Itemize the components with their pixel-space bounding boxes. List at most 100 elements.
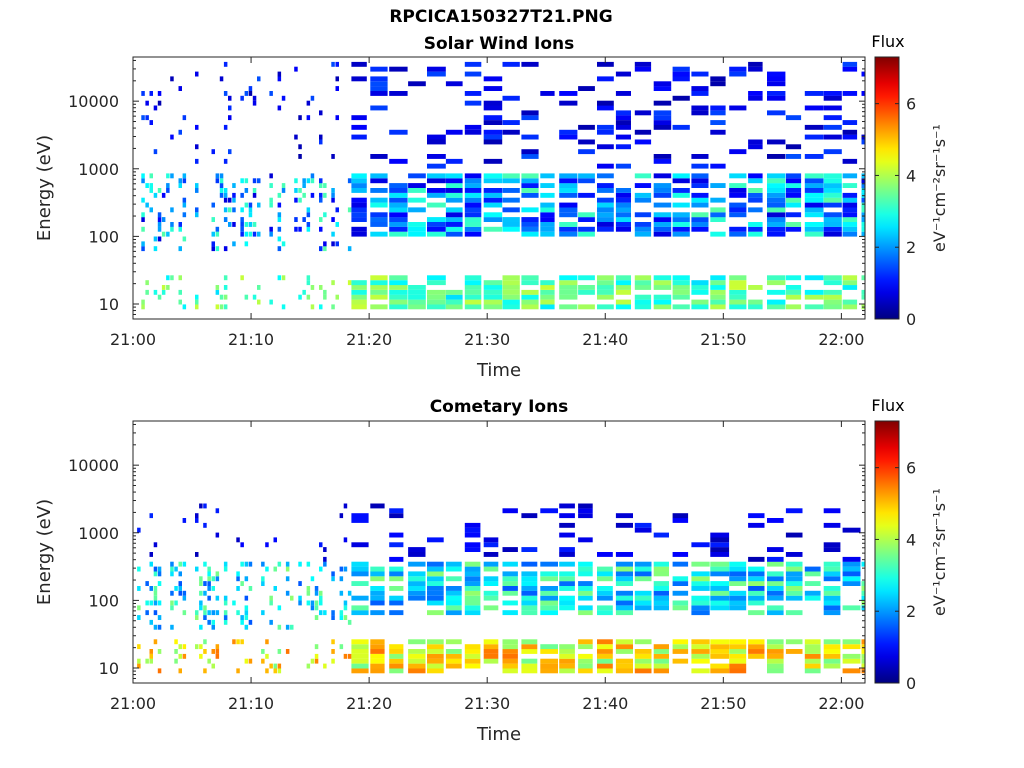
flux-cell (653, 110, 672, 116)
flux-cell (861, 581, 865, 586)
flux-cell (370, 202, 388, 208)
flux-cell (389, 513, 404, 519)
flux-cell (464, 188, 482, 193)
flux-cell (203, 522, 207, 528)
flux-cell (861, 139, 865, 145)
flux-cell (351, 542, 369, 548)
flux-cell (710, 294, 726, 300)
flux-cell (137, 566, 141, 572)
flux-cell (145, 581, 149, 586)
flux-cell (823, 566, 841, 572)
flux-cell (331, 304, 335, 310)
flux-cell (502, 576, 518, 582)
flux-cell (389, 542, 404, 548)
flux-cell (634, 212, 652, 218)
flux-cell (729, 71, 747, 77)
flux-cell (842, 527, 861, 533)
flux-cell (729, 639, 747, 645)
flux-cell (502, 275, 520, 281)
flux-cell (615, 207, 631, 213)
flux-cell (615, 299, 631, 305)
flux-cell (265, 542, 269, 548)
flux-cell (464, 231, 482, 237)
flux-cell (540, 289, 555, 295)
flux-cell (653, 120, 672, 125)
flux-cell (427, 188, 446, 193)
flux-cell (483, 639, 499, 645)
colorbar-tick-label: 2 (906, 602, 916, 621)
flux-cell (615, 639, 633, 645)
flux-cell (137, 644, 141, 650)
flux-cell (615, 595, 633, 601)
flux-cell (339, 513, 344, 519)
flux-cell (748, 610, 765, 616)
flux-cell (182, 115, 187, 121)
flux-cell (502, 226, 520, 232)
flux-cell (653, 649, 669, 654)
flux-cell (236, 668, 240, 674)
x-tick-label: 21:40 (582, 694, 628, 713)
flux-cell (408, 590, 426, 596)
flux-cell (540, 212, 555, 218)
flux-cell (634, 653, 652, 659)
flux-cell (182, 304, 187, 310)
flux-cell (464, 663, 481, 669)
flux-cell (842, 192, 858, 198)
flux-cell (502, 590, 518, 596)
flux-cell (483, 653, 499, 659)
flux-cell (710, 595, 730, 601)
flux-cell (314, 605, 319, 611)
flux-cell (149, 658, 153, 664)
flux-cell (277, 246, 282, 252)
flux-cell (319, 304, 323, 310)
flux-cell (445, 81, 463, 87)
flux-cell (351, 217, 367, 222)
flux-cell (615, 649, 633, 654)
flux-cell (252, 231, 257, 237)
flux-cell (370, 188, 388, 193)
flux-cell (182, 178, 187, 184)
flux-cell (302, 289, 306, 295)
flux-cell (521, 149, 539, 155)
flux-cell (615, 144, 631, 150)
colorbar (874, 420, 900, 684)
flux-cell (389, 280, 408, 286)
flux-cell (672, 576, 689, 582)
flux-cell (290, 595, 294, 601)
flux-cell (559, 212, 578, 218)
flux-cell (149, 173, 153, 179)
flux-cell (339, 590, 344, 596)
flux-cell (653, 183, 672, 188)
flux-cell (729, 299, 747, 305)
flux-cell (207, 619, 211, 625)
flux-cell (804, 649, 821, 654)
flux-cell (269, 231, 273, 237)
x-tick-label: 21:10 (228, 694, 274, 713)
flux-cell (785, 532, 803, 538)
flux-cell (195, 610, 199, 616)
flux-cell (174, 658, 178, 664)
flux-cell (804, 154, 824, 159)
flux-cell (310, 658, 315, 664)
flux-cell (578, 581, 593, 586)
flux-cell (653, 644, 669, 650)
flux-cell (294, 178, 298, 184)
flux-cell (483, 212, 503, 218)
colorbar-title: Flux (871, 32, 904, 51)
flux-cell (281, 304, 286, 310)
flux-cell (389, 663, 404, 669)
flux-cell (861, 217, 865, 222)
flux-cell (748, 571, 765, 577)
flux-cell (285, 590, 290, 596)
flux-cell (339, 576, 344, 582)
flux-cell (351, 197, 367, 203)
flux-cell (157, 294, 162, 300)
flux-cell (178, 289, 182, 295)
flux-cell (244, 576, 249, 582)
flux-cell (483, 581, 499, 586)
flux-cell (182, 561, 187, 567)
flux-cell (615, 202, 631, 208)
flux-cell (823, 289, 842, 295)
flux-cell (823, 294, 842, 300)
